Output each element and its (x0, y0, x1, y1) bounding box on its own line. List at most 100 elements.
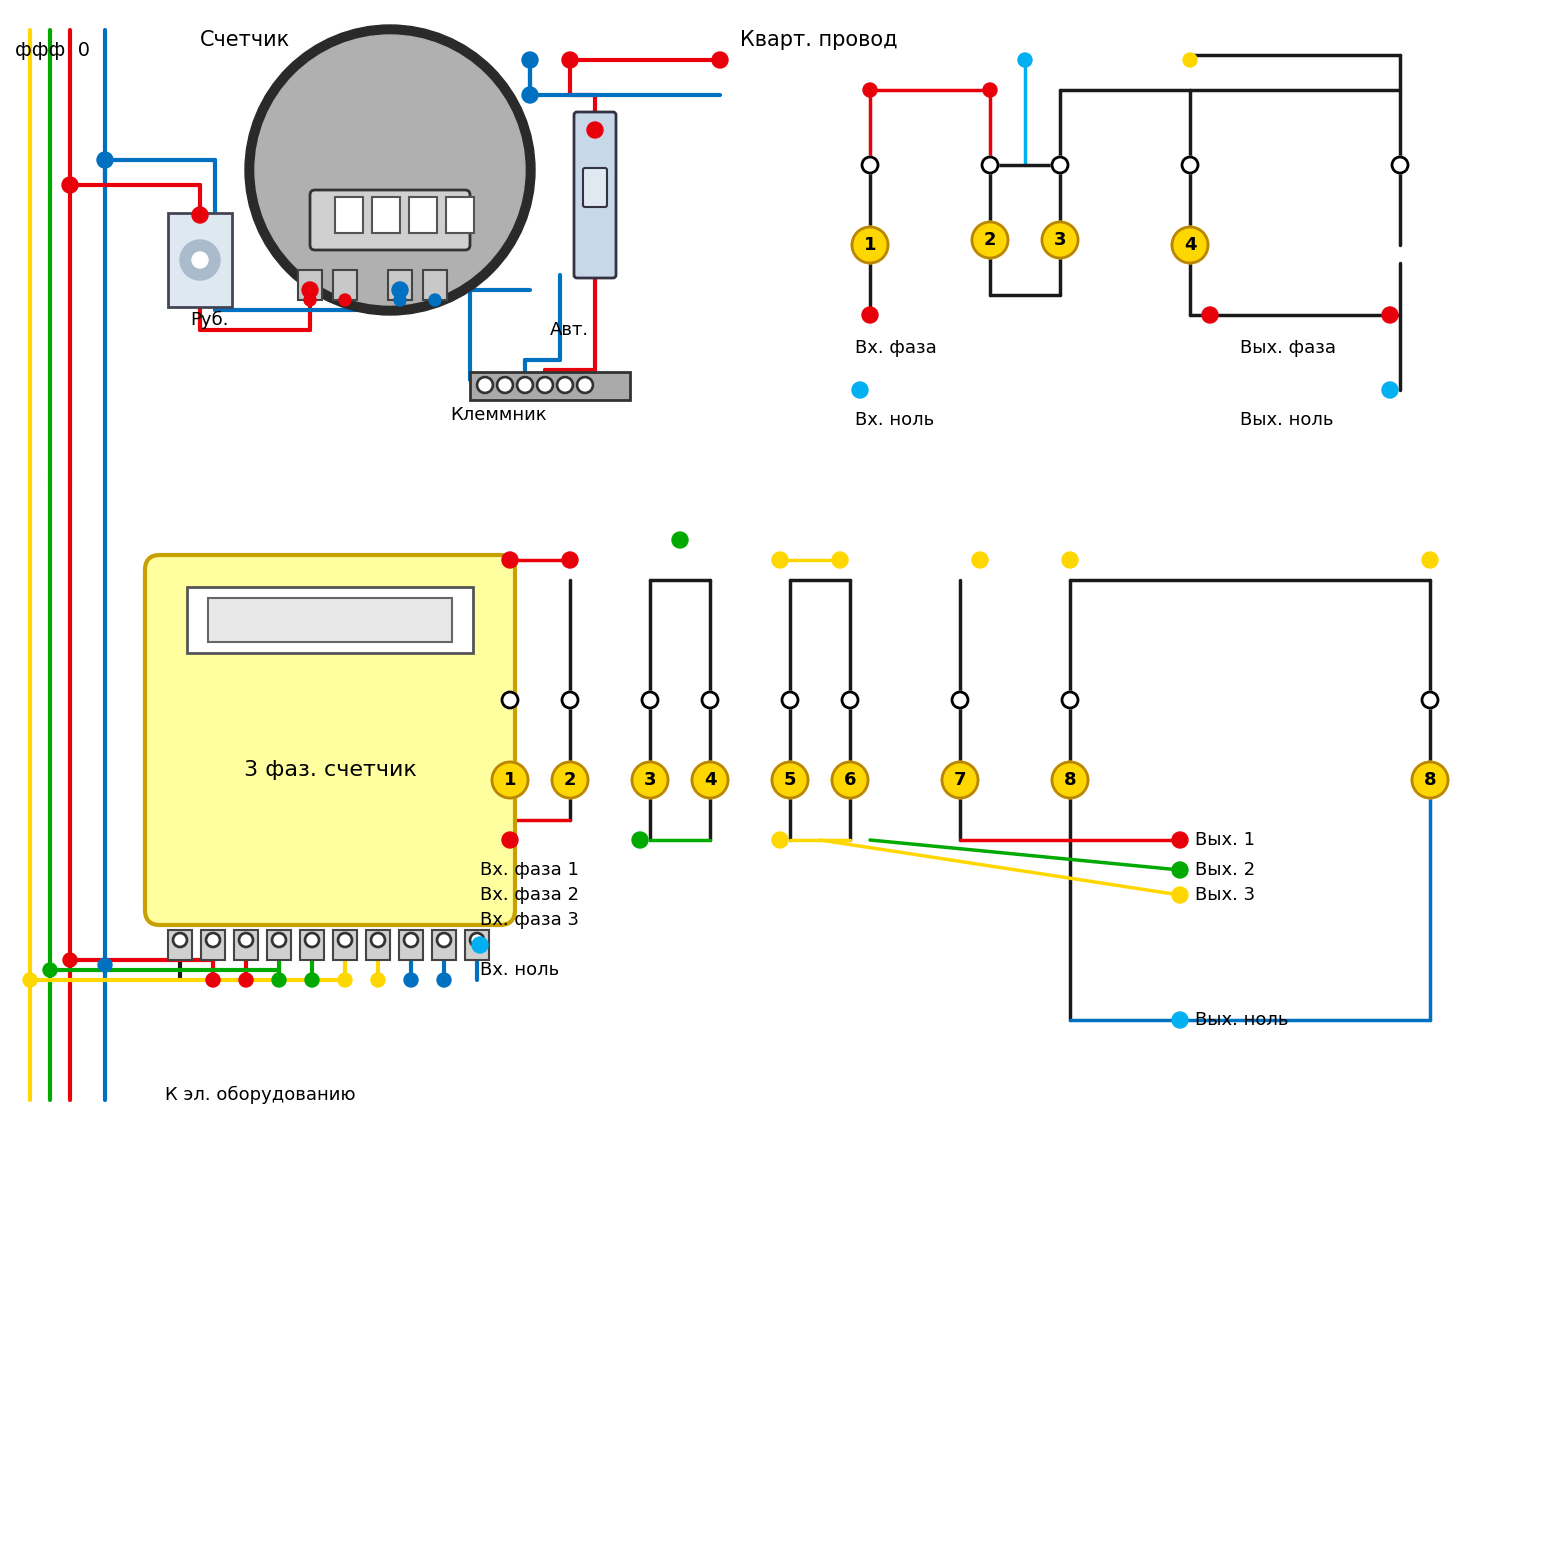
Text: Вх. фаза 3: Вх. фаза 3 (480, 912, 579, 929)
Text: Кварт. провод: Кварт. провод (739, 30, 897, 50)
Circle shape (972, 222, 1008, 258)
Circle shape (502, 553, 518, 568)
Circle shape (473, 937, 488, 954)
Text: 4: 4 (704, 771, 716, 788)
Circle shape (852, 382, 867, 398)
Circle shape (404, 973, 418, 987)
Circle shape (632, 832, 647, 848)
Text: 4: 4 (1184, 236, 1197, 254)
Text: 8: 8 (1064, 771, 1076, 788)
Circle shape (1412, 762, 1448, 798)
Bar (234, 930, 257, 960)
Circle shape (1172, 226, 1207, 262)
Circle shape (562, 52, 579, 69)
Circle shape (271, 973, 285, 987)
Circle shape (831, 553, 849, 568)
Circle shape (192, 208, 207, 223)
Bar (367, 930, 390, 960)
Text: Клеммник: Клеммник (449, 406, 546, 425)
Text: 6: 6 (844, 771, 856, 788)
Circle shape (1172, 887, 1189, 902)
Text: ффф  0: ффф 0 (16, 41, 90, 59)
Circle shape (1051, 762, 1087, 798)
Text: Вых. ноль: Вых. ноль (1240, 411, 1334, 429)
Circle shape (523, 52, 538, 69)
Text: Вх. ноль: Вх. ноль (855, 411, 934, 429)
Bar (432, 930, 456, 960)
Text: 1: 1 (504, 771, 516, 788)
Text: 7: 7 (953, 771, 966, 788)
Circle shape (772, 553, 788, 568)
Circle shape (437, 933, 451, 948)
Circle shape (245, 25, 535, 315)
Circle shape (498, 378, 513, 393)
Circle shape (852, 226, 888, 262)
Circle shape (1042, 222, 1078, 258)
FancyBboxPatch shape (470, 372, 630, 400)
FancyBboxPatch shape (145, 556, 515, 926)
Circle shape (179, 240, 220, 279)
Text: Вых. ноль: Вых. ноль (1195, 1012, 1289, 1029)
Bar (332, 270, 357, 300)
Circle shape (1423, 553, 1438, 568)
Text: Вых. фаза: Вых. фаза (1240, 339, 1335, 357)
Circle shape (392, 283, 409, 298)
Circle shape (643, 692, 658, 709)
Bar (399, 930, 423, 960)
Bar (267, 930, 292, 960)
Circle shape (587, 122, 604, 137)
FancyBboxPatch shape (446, 197, 474, 233)
Circle shape (1172, 832, 1189, 848)
Circle shape (772, 762, 808, 798)
Circle shape (477, 378, 493, 393)
Circle shape (23, 973, 37, 987)
Circle shape (952, 692, 969, 709)
Circle shape (577, 378, 593, 393)
Circle shape (782, 692, 799, 709)
Text: Вых. 2: Вых. 2 (1195, 862, 1256, 879)
Circle shape (404, 933, 418, 948)
Circle shape (672, 532, 688, 548)
Circle shape (863, 83, 877, 97)
FancyBboxPatch shape (187, 587, 473, 652)
Text: Вх. ноль: Вх. ноль (480, 962, 558, 979)
FancyBboxPatch shape (168, 212, 232, 308)
Bar (168, 930, 192, 960)
Circle shape (562, 553, 579, 568)
Circle shape (339, 933, 353, 948)
Circle shape (306, 933, 318, 948)
Circle shape (1382, 382, 1398, 398)
Circle shape (972, 553, 987, 568)
Circle shape (863, 158, 878, 173)
FancyBboxPatch shape (409, 197, 437, 233)
Circle shape (516, 378, 534, 393)
Circle shape (1182, 53, 1197, 67)
Circle shape (173, 933, 187, 948)
Text: 2: 2 (563, 771, 576, 788)
Circle shape (1172, 862, 1189, 877)
Text: Вх. фаза 2: Вх. фаза 2 (480, 887, 579, 904)
Circle shape (371, 973, 385, 987)
Text: 8: 8 (1424, 771, 1437, 788)
Circle shape (502, 692, 518, 709)
Circle shape (1019, 53, 1033, 67)
Circle shape (206, 933, 220, 948)
FancyBboxPatch shape (583, 169, 607, 208)
Bar (298, 270, 321, 300)
Circle shape (693, 762, 729, 798)
Circle shape (239, 973, 253, 987)
Text: Счетчик: Счетчик (200, 30, 290, 50)
Circle shape (62, 176, 78, 194)
Circle shape (97, 151, 112, 169)
Circle shape (562, 692, 579, 709)
Text: Вх. фаза 1: Вх. фаза 1 (480, 862, 579, 879)
FancyBboxPatch shape (335, 197, 363, 233)
Circle shape (304, 293, 317, 306)
Circle shape (1172, 1012, 1189, 1029)
Text: Руб.: Руб. (190, 311, 228, 329)
Circle shape (339, 293, 351, 306)
Circle shape (772, 832, 788, 848)
Circle shape (44, 963, 58, 977)
Circle shape (711, 52, 729, 69)
Circle shape (62, 954, 76, 966)
